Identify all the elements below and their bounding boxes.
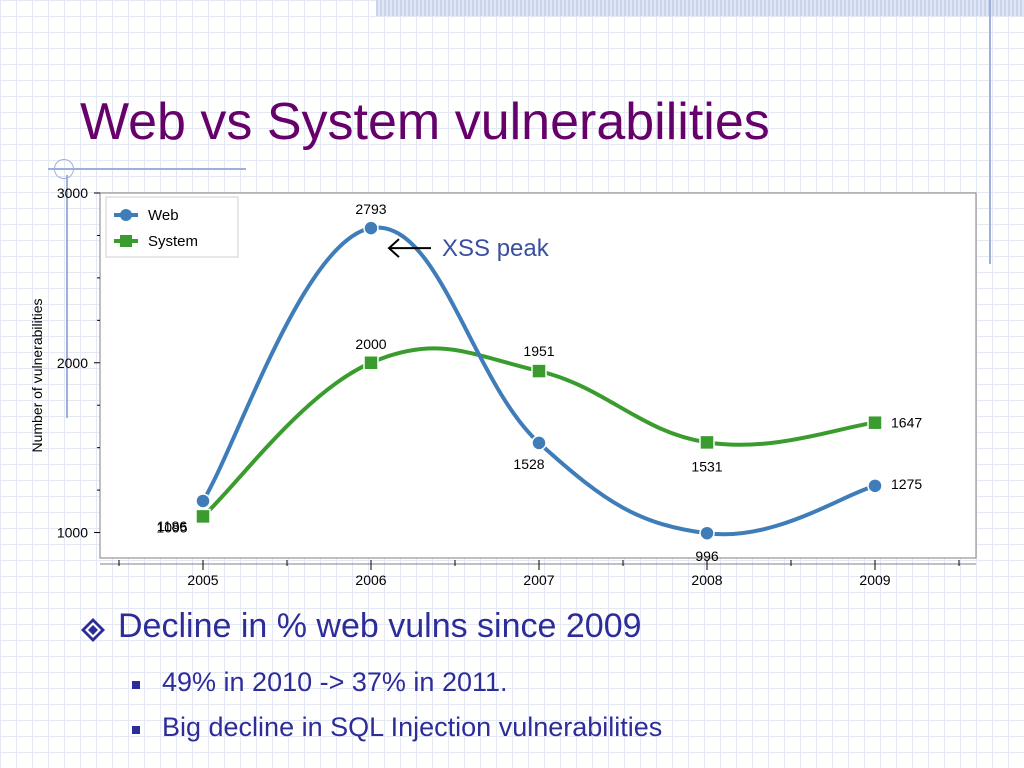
slide-title: Web vs System vulnerabilities — [80, 93, 770, 151]
legend-label: Web — [148, 207, 179, 224]
decor-vertical-line-left — [66, 175, 68, 418]
top-decor-band — [376, 0, 1024, 16]
series-line-web — [201, 225, 877, 537]
point-web — [699, 525, 715, 541]
square-bullet-icon — [132, 681, 140, 689]
data-label-web: 1528 — [513, 456, 544, 472]
x-tick-label: 2007 — [523, 572, 554, 588]
data-label-system: 1951 — [523, 343, 554, 359]
x-tick-label: 2005 — [187, 572, 218, 588]
data-label-web: 1186 — [157, 518, 187, 534]
point-web — [195, 493, 211, 509]
point-web — [363, 220, 379, 236]
point-system — [195, 508, 211, 525]
decor-vertical-line — [989, 0, 991, 264]
y-axis-label: Number of vulnerabilities — [29, 298, 45, 452]
x-tick-label: 2006 — [355, 572, 386, 588]
bullet-text: Big decline in SQL Injection vulnerabili… — [162, 712, 663, 742]
point-system — [867, 414, 883, 431]
bullet-text: 49% in 2010 -> 37% in 2011. — [162, 667, 508, 697]
y-tick-label: 1000 — [57, 525, 88, 541]
point-system — [363, 355, 379, 371]
annotation-arrow-head-icon — [387, 238, 400, 258]
diamond-bullet-icon — [81, 618, 105, 642]
data-label-web: 996 — [695, 548, 719, 564]
point-system — [699, 434, 715, 451]
point-system — [531, 363, 547, 379]
point-web — [531, 435, 547, 451]
annotation-text: XSS peak — [442, 235, 550, 262]
y-tick-label: 2000 — [57, 355, 88, 371]
data-label-system: 2000 — [355, 336, 386, 352]
legend-label: System — [148, 233, 198, 250]
data-label-system: 1531 — [691, 458, 722, 474]
data-label-system: 1095 — [156, 519, 187, 535]
x-tick-label: 2008 — [691, 572, 722, 588]
legend-marker — [120, 209, 132, 221]
legend-marker — [120, 235, 132, 247]
data-label-web: 2793 — [355, 201, 386, 217]
x-tick-label: 2009 — [859, 572, 890, 588]
data-label-system: 1647 — [891, 415, 922, 431]
y-tick-label: 3000 — [57, 185, 88, 201]
data-label-web: 1275 — [891, 476, 922, 492]
point-web — [867, 478, 883, 494]
bullet-text: Decline in % web vulns since 2009 — [118, 607, 642, 645]
decor-title-underline — [48, 168, 246, 170]
square-bullet-icon — [132, 726, 140, 734]
